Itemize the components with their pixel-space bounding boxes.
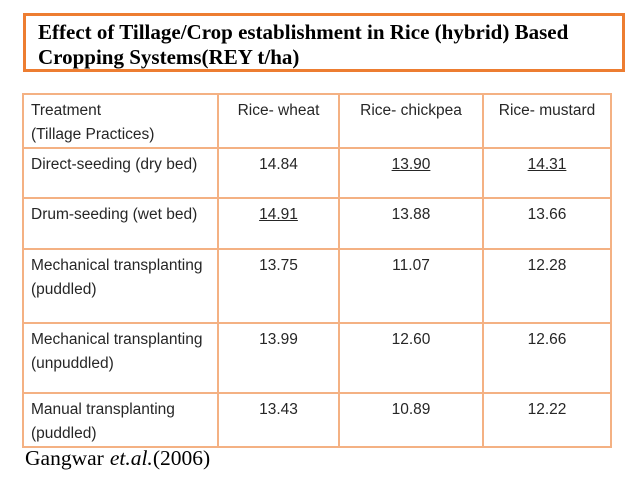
value-cell: 14.31 [482, 147, 612, 199]
value-cell: 14.84 [217, 147, 340, 199]
value-cell: 13.90 [338, 147, 484, 199]
page-title-line-1: Effect of Tillage/Crop establishment in … [38, 20, 569, 44]
value-cell: 12.28 [482, 248, 612, 324]
value-cell: 13.43 [217, 392, 340, 448]
slide-title-box: Effect of Tillage/Crop establishment in … [23, 13, 625, 72]
column-header-rice-wheat: Rice- wheat [217, 93, 340, 149]
table-row: Mechanical transplanting (unpuddled) 13.… [22, 322, 612, 394]
citation: Gangwar et.al.(2006) [25, 446, 210, 471]
citation-author: Gangwar [25, 446, 104, 470]
column-header-treatment: Treatment (Tillage Practices) [22, 93, 219, 149]
page-title-line-2: Cropping Systems(REY t/ha) [38, 45, 300, 69]
citation-etal: et.al. [109, 446, 153, 470]
value-cell: 12.66 [482, 322, 612, 394]
table-row: Drum-seeding (wet bed) 14.91 13.88 13.66 [22, 197, 612, 250]
citation-year: (2006) [152, 446, 211, 470]
table-row: Direct-seeding (dry bed) 14.84 13.90 14.… [22, 147, 612, 199]
value-cell: 13.75 [217, 248, 340, 324]
table-row: Mechanical transplanting (puddled) 13.75… [22, 248, 612, 324]
value-cell: 10.89 [338, 392, 484, 448]
table-header-row: Treatment (Tillage Practices) Rice- whea… [22, 93, 612, 149]
value-cell: 13.88 [338, 197, 484, 250]
column-header-rice-chickpea: Rice- chickpea [338, 93, 484, 149]
results-table: Treatment (Tillage Practices) Rice- whea… [22, 93, 612, 448]
value-cell: 14.91 [217, 197, 340, 250]
treatment-cell: Direct-seeding (dry bed) [22, 147, 219, 199]
value-cell: 12.60 [338, 322, 484, 394]
value-cell: 13.66 [482, 197, 612, 250]
table-row: Manual transplanting (puddled) 13.43 10.… [22, 392, 612, 448]
value-cell: 12.22 [482, 392, 612, 448]
treatment-cell: Mechanical transplanting (puddled) [22, 248, 219, 324]
treatment-cell: Drum-seeding (wet bed) [22, 197, 219, 250]
treatment-cell: Mechanical transplanting (unpuddled) [22, 322, 219, 394]
treatment-cell: Manual transplanting (puddled) [22, 392, 219, 448]
column-header-rice-mustard: Rice- mustard [482, 93, 612, 149]
value-cell: 13.99 [217, 322, 340, 394]
value-cell: 11.07 [338, 248, 484, 324]
